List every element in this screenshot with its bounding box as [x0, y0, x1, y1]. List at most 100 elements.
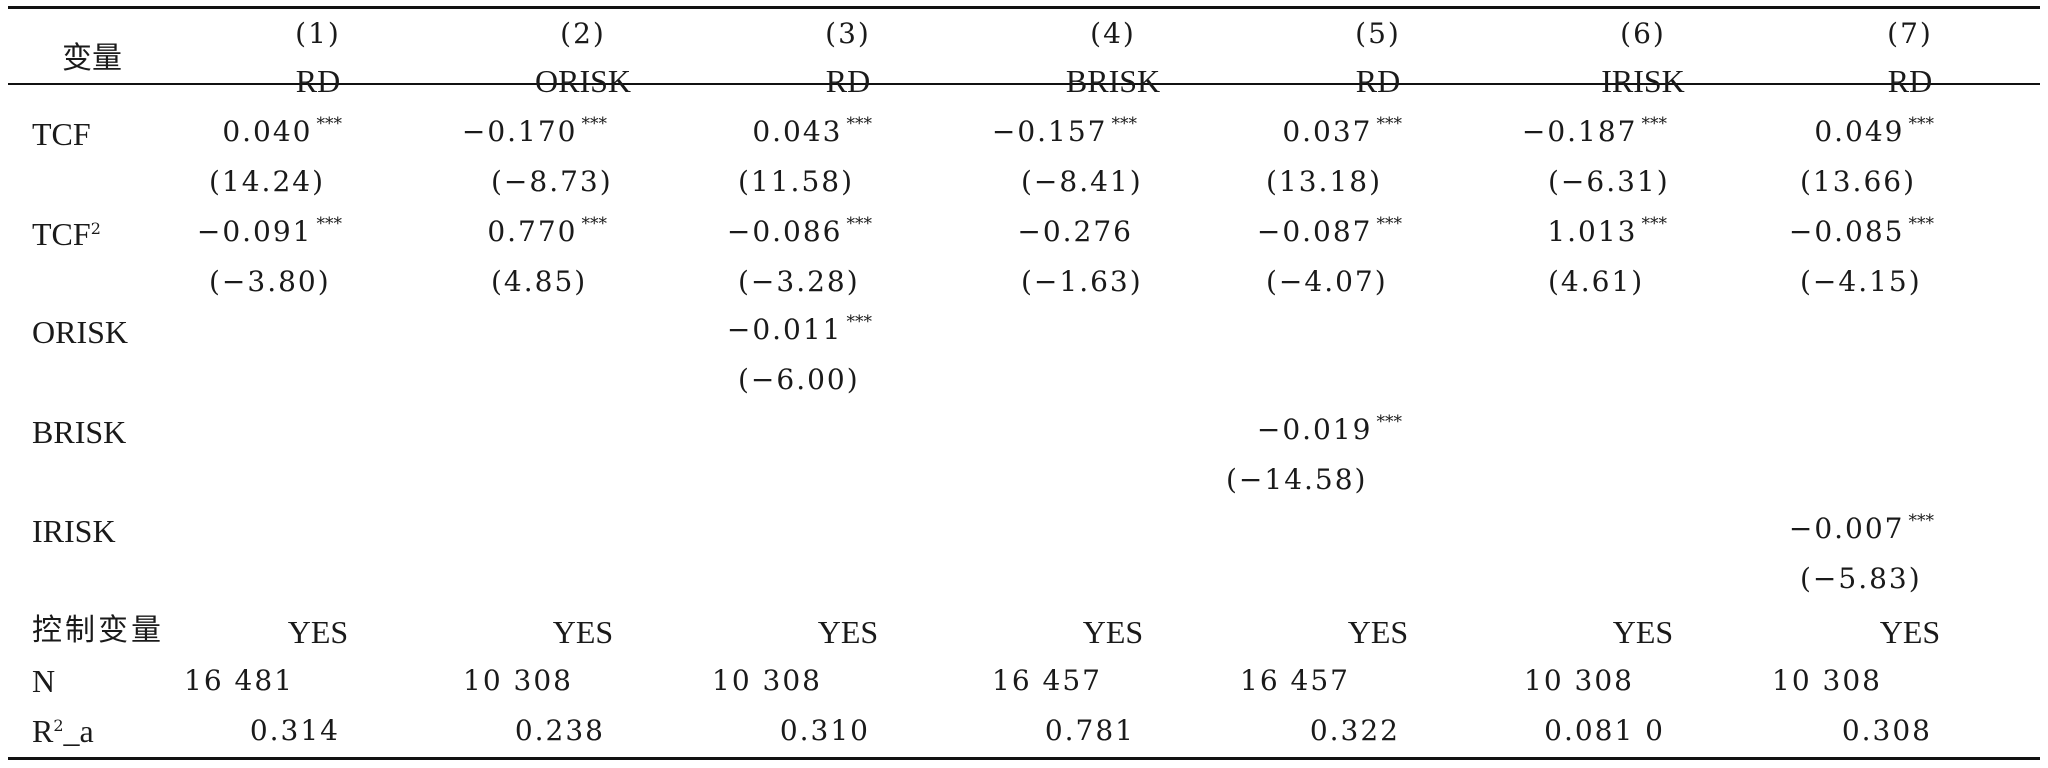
adj-r2-value: 0.238	[514, 714, 605, 747]
t-statistic: (−8.41)	[1021, 165, 1143, 198]
coefficient-cell: 0.770 ***	[487, 215, 607, 248]
dependent-variable: BRISK	[1065, 63, 1161, 99]
adj-r2-value: 0.308	[1841, 714, 1932, 747]
model-number: (2)	[560, 17, 606, 50]
significance-stars: ***	[316, 214, 343, 234]
model-number: (4)	[1090, 17, 1136, 50]
significance-stars: ***	[1641, 114, 1668, 134]
coefficient-value: 0.037	[1282, 115, 1373, 148]
significance-stars: ***	[1376, 214, 1403, 234]
controls-value: YES	[1879, 614, 1941, 650]
coefficient-value: −0.085	[1788, 215, 1905, 248]
model-number: (7)	[1887, 17, 1933, 50]
coefficient-cell: 0.049 ***	[1814, 115, 1934, 148]
observations-value: 10 308	[1524, 664, 1634, 697]
coefficient-value: −0.086	[726, 215, 843, 248]
dependent-variable: RD	[295, 63, 341, 99]
observations-value: 10 308	[463, 664, 573, 697]
dependent-variable: RD	[1355, 63, 1401, 99]
model-number: (1)	[295, 17, 341, 50]
significance-stars: ***	[846, 214, 873, 234]
coefficient-cell: −0.157 ***	[992, 116, 1137, 146]
coefficient-cell: −0.019 ***	[1256, 413, 1402, 446]
significance-stars: ***	[846, 114, 873, 134]
row-label-orisk: ORISK	[32, 314, 129, 350]
coefficient-cell: −0.007 ***	[1788, 512, 1934, 545]
adj-r2-value: 0.310	[779, 714, 870, 747]
coefficient-cell: 0.043 ***	[752, 115, 872, 148]
t-statistic: (14.24)	[209, 165, 326, 198]
coefficient-cell: −0.170 ***	[461, 115, 607, 148]
coefficient-value: −0.019	[1256, 413, 1373, 446]
significance-stars: ***	[1376, 412, 1403, 432]
observations-value: 16 457	[992, 664, 1102, 697]
bottom-rule	[8, 757, 2040, 760]
coefficient-cell: 0.037 ***	[1282, 115, 1402, 148]
coefficient-value: 0.770	[487, 215, 578, 248]
observations-value: 10 308	[712, 664, 822, 697]
model-number: (3)	[825, 17, 871, 50]
controls-value: YES	[1612, 614, 1674, 650]
row-label-n: N	[32, 663, 56, 699]
row-label-r2: R2_a	[32, 713, 94, 749]
significance-stars: ***	[1376, 114, 1403, 134]
t-statistic: (4.85)	[491, 265, 588, 298]
model-number: (6)	[1620, 17, 1666, 50]
row-label-irisk: IRISK	[32, 513, 116, 549]
t-statistic: (13.18)	[1266, 165, 1383, 198]
row-label-brisk: BRISK	[32, 414, 127, 450]
coefficient-cell: −0.011 ***	[726, 313, 872, 346]
coefficient-value: −0.091	[196, 215, 313, 248]
row-label-controls: 控制变量	[32, 613, 164, 648]
adj-r2-value: 0.322	[1309, 714, 1400, 747]
row-label-tcf2: TCF2	[32, 216, 101, 252]
observations-value: 10 308	[1772, 664, 1882, 697]
significance-stars: ***	[581, 214, 608, 234]
t-statistic: (−1.63)	[1021, 265, 1143, 298]
t-statistic: (−6.31)	[1548, 165, 1670, 198]
coefficient-cell: −0.085 ***	[1788, 215, 1934, 248]
significance-stars: ***	[1908, 511, 1935, 531]
dependent-variable: ORISK	[534, 63, 632, 99]
coefficient-value: 0.040	[222, 115, 313, 148]
superscript-2: 2	[90, 219, 101, 238]
header-rule	[8, 83, 2040, 85]
coefficient-value: −0.170	[461, 115, 578, 148]
adj-r2-value: 0.781	[1044, 714, 1135, 747]
coefficient-value: 1.013	[1547, 215, 1638, 248]
t-statistic: (13.66)	[1800, 165, 1917, 198]
var-header: 变量	[62, 41, 122, 76]
coefficient-cell: −0.187 ***	[1522, 116, 1667, 146]
t-statistic: (−14.58)	[1226, 463, 1368, 496]
controls-value: YES	[552, 614, 614, 650]
coefficient-cell: −0.091 ***	[196, 215, 342, 248]
coefficient-value: −0.276	[1017, 215, 1133, 248]
t-statistic: (−5.83)	[1800, 562, 1922, 595]
significance-stars: ***	[1908, 114, 1935, 134]
significance-stars: ***	[581, 114, 608, 134]
coefficient-cell: 0.040 ***	[222, 115, 342, 148]
t-statistic: (−4.07)	[1266, 265, 1388, 298]
coefficient-value: 0.049	[1814, 115, 1905, 148]
t-statistic: (4.61)	[1548, 265, 1645, 298]
dependent-variable: RD	[1887, 63, 1933, 99]
significance-stars: ***	[1111, 114, 1138, 134]
row-label-tcf: TCF	[32, 116, 91, 152]
controls-value: YES	[1082, 614, 1144, 650]
coefficient-cell: −0.086 ***	[726, 215, 872, 248]
significance-stars: ***	[316, 114, 343, 134]
adj-r2-value: 0.314	[249, 714, 340, 747]
t-statistic: (−4.15)	[1800, 265, 1922, 298]
t-statistic: (−3.80)	[209, 265, 331, 298]
coefficient-value: −0.087	[1256, 215, 1373, 248]
t-statistic: (−8.73)	[491, 165, 613, 198]
coefficient-value: 0.043	[752, 115, 843, 148]
observations-value: 16 457	[1240, 664, 1350, 697]
dependent-variable: RD	[825, 63, 871, 99]
coefficient-value: −0.007	[1788, 512, 1905, 545]
dependent-variable: IRISK	[1601, 63, 1685, 99]
significance-stars: ***	[846, 312, 873, 332]
coefficient-value: −0.011	[726, 313, 843, 346]
controls-value: YES	[817, 614, 879, 650]
superscript-2: 2	[53, 716, 64, 735]
